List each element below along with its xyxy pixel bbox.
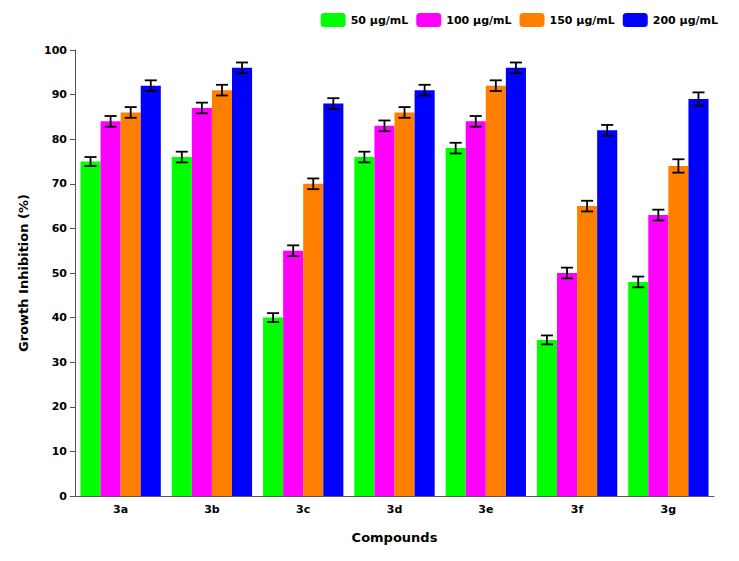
svg-text:3d: 3d — [387, 503, 403, 516]
svg-text:0: 0 — [59, 490, 67, 503]
svg-text:20: 20 — [52, 400, 68, 413]
svg-text:3g: 3g — [661, 503, 677, 516]
svg-text:90: 90 — [52, 88, 68, 101]
svg-text:200 μg/mL: 200 μg/mL — [653, 14, 718, 27]
svg-text:100 μg/mL: 100 μg/mL — [446, 14, 511, 27]
svg-text:Compounds: Compounds — [352, 530, 438, 545]
svg-text:100: 100 — [44, 44, 67, 57]
svg-text:50 μg/mL: 50 μg/mL — [351, 14, 409, 27]
svg-text:3e: 3e — [478, 503, 493, 516]
svg-text:70: 70 — [52, 177, 68, 190]
svg-text:60: 60 — [52, 222, 68, 235]
svg-text:3a: 3a — [113, 503, 128, 516]
svg-text:50: 50 — [52, 267, 68, 280]
svg-text:3f: 3f — [571, 503, 584, 516]
svg-text:80: 80 — [52, 133, 68, 146]
svg-text:Growth Inhibition (%): Growth Inhibition (%) — [16, 194, 31, 352]
svg-text:3c: 3c — [296, 503, 310, 516]
svg-text:150 μg/mL: 150 μg/mL — [550, 14, 615, 27]
svg-text:10: 10 — [52, 445, 68, 458]
svg-text:40: 40 — [52, 311, 68, 324]
svg-text:3b: 3b — [204, 503, 220, 516]
svg-text:30: 30 — [52, 356, 68, 369]
